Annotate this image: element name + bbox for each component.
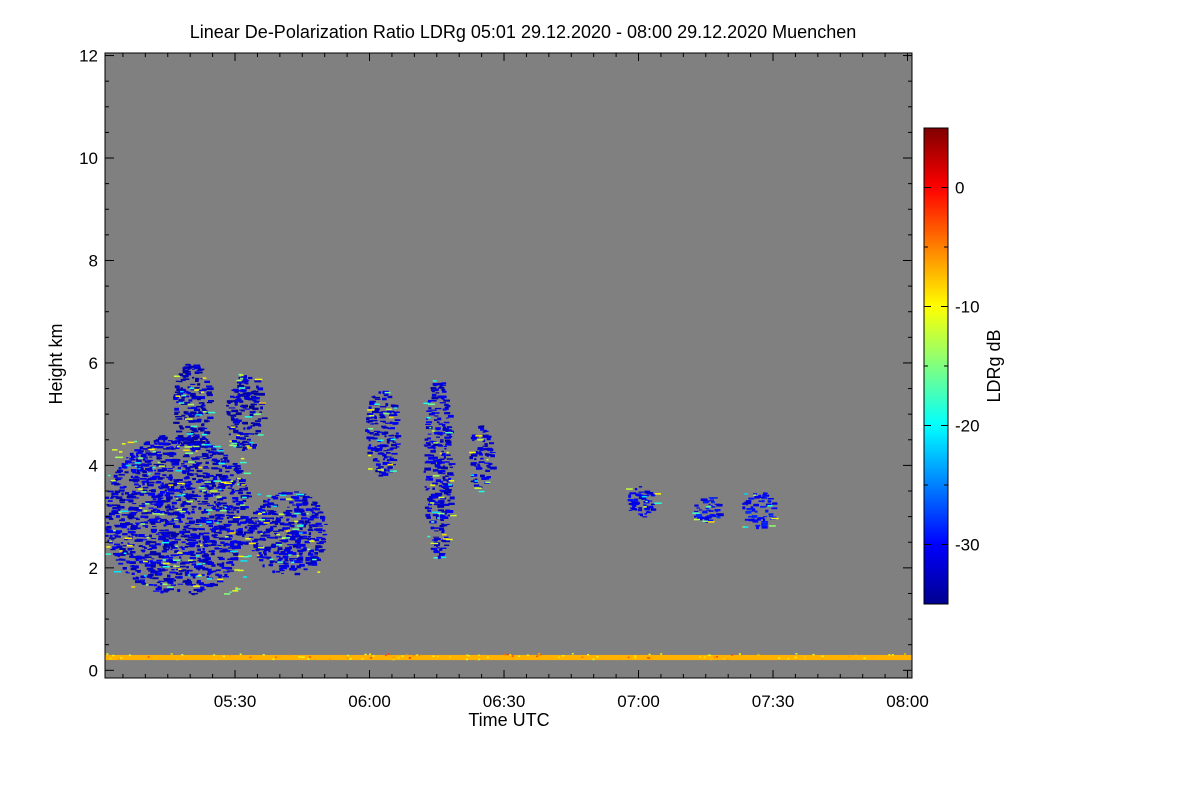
feature-low-cloud-middle [248,491,328,576]
y-tick-label: 4 [89,456,98,475]
colorbar-ticks: 0 -10 -20 -30 [924,179,980,555]
feature-cloud-07-25 [742,492,779,530]
y-tick-label: 2 [89,559,98,578]
feature-low-cloud-main [105,435,255,596]
x-tick-label: 08:00 [886,692,929,711]
ldr-features [105,363,912,661]
ground-layer-band [105,654,912,661]
colorbar-label: LDRg dB [984,329,1004,402]
x-tick-label: 07:30 [752,692,795,711]
feature-fallstreak-upper-1 [173,363,216,452]
y-tick-label: 10 [79,149,98,168]
x-tick-label: 06:00 [348,692,391,711]
x-tick-label: 05:30 [214,692,257,711]
x-tick-label: 06:30 [483,692,526,711]
feature-fallstreak-upper-2 [226,373,268,451]
colorbar-tick-label: -10 [955,298,980,317]
plot-frame [104,52,913,679]
y-tick-label: 12 [79,47,98,66]
feature-fallstreak-06-27 [469,425,497,493]
y-tick-label: 8 [89,251,98,270]
y-tick-label: 0 [89,661,98,680]
colorbar-tick-label: -30 [955,536,980,555]
feature-cloud-07-00 [626,486,662,518]
feature-cloud-07-15 [692,497,724,523]
feature-fallstreak-06-10 [365,390,402,477]
y-axis-label: Height km [46,323,66,404]
x-tick-label: 07:00 [617,692,660,711]
colorbar-tick-label: -20 [955,417,980,436]
axis-ticks: 05:30 06:00 06:30 07:00 07:30 08:00 0 2 4 6 8 10 12 [79,47,929,711]
feature-near-ground-layer [105,653,912,661]
colorbar-tick-label: 0 [955,179,964,198]
x-axis-label: Time UTC [468,710,549,730]
feature-fallstreak-06-20 [423,380,457,559]
plot-background [105,53,912,678]
y-tick-label: 6 [89,354,98,373]
chart-title: Linear De-Polarization Ratio LDRg 05:01 … [190,22,856,42]
